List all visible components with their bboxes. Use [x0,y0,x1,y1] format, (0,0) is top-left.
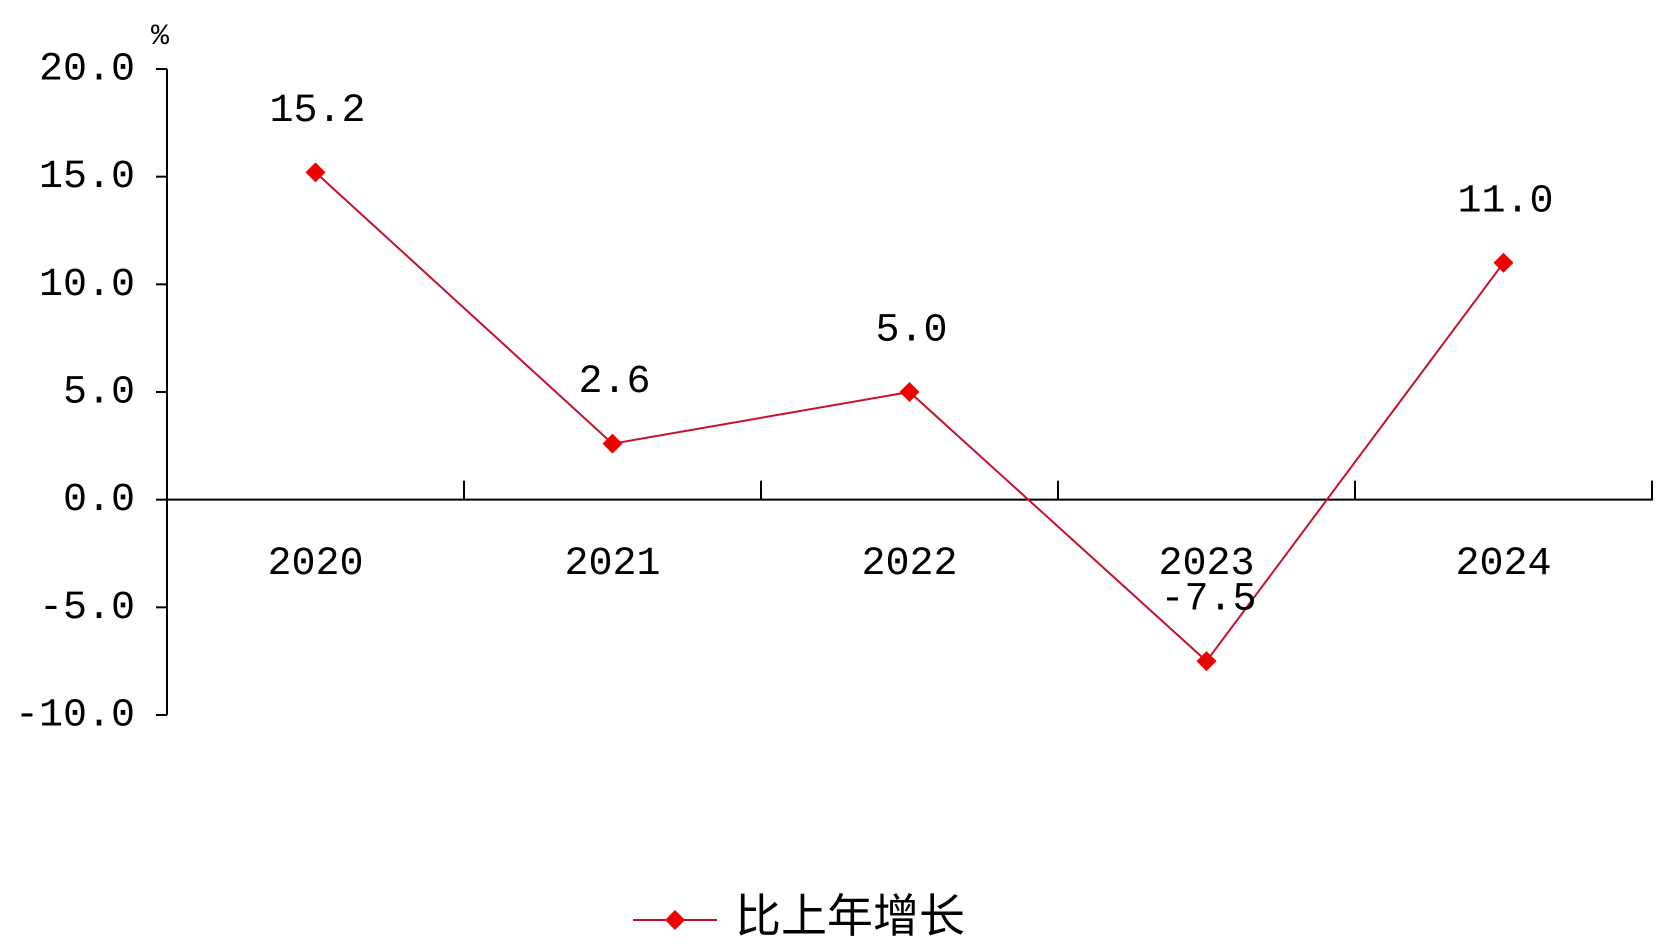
x-tick-label: 2021 [564,542,660,587]
point [1196,651,1217,672]
y-tick-label: -10.0 [15,694,135,739]
point [602,433,623,454]
point [305,162,326,183]
x-tick-label: 2022 [861,542,957,587]
data-label: -7.5 [1160,578,1256,623]
data-label: 2.6 [578,360,650,405]
legend-marker [665,910,685,930]
x-tick-label: 2023 [1158,542,1254,587]
y-axis-label: % [151,20,170,54]
point [899,382,920,402]
y-tick-label: 15.0 [39,155,135,200]
y-tick-label: 20.0 [39,48,135,93]
legend-label: 比上年增长 [735,893,965,946]
data-label: 11.0 [1457,179,1553,224]
data-label: 5.0 [875,309,947,354]
y-tick-label: -5.0 [39,586,135,631]
data-label: 15.2 [269,89,365,134]
x-tick-label: 2020 [267,542,363,587]
y-tick-label: 5.0 [63,371,135,416]
y-tick-label: 0.0 [63,478,135,523]
series-line [314,171,1505,663]
y-tick-label: 10.0 [39,263,135,308]
x-tick-label: 2024 [1455,542,1551,587]
point [1493,252,1514,273]
